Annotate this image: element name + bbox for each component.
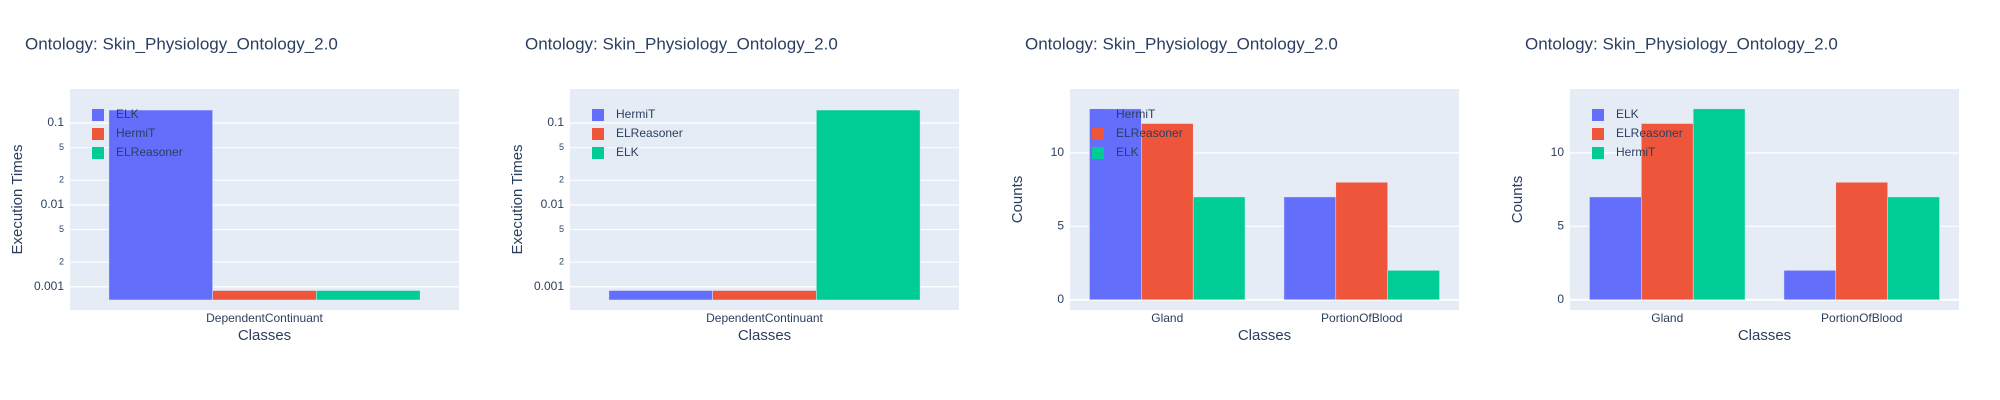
chart: Ontology: Skin_Physiology_Ontology_2.0 0 5… — [1009, 34, 1459, 344]
legend-label: ELK — [116, 107, 139, 121]
bar — [1589, 196, 1642, 300]
chart-title: Ontology: Skin_Physiology_Ontology_2.0 — [25, 34, 338, 53]
legend-label: HermiT — [616, 107, 656, 121]
legend-label: HermiT — [1116, 107, 1156, 121]
y-axis-label: Counts — [1009, 176, 1026, 224]
legend-label: ELK — [1616, 107, 1639, 121]
legend-label: ELReasoner — [1116, 126, 1183, 140]
legend-swatch — [1092, 147, 1104, 159]
chart: Ontology: Skin_Physiology_Ontology_2.0 0.… — [509, 34, 959, 344]
legend-swatch — [1092, 128, 1104, 140]
y-tick-label: 5 — [59, 142, 64, 152]
bar — [108, 109, 213, 301]
y-tick-label: 2 — [59, 175, 64, 185]
bar — [316, 290, 421, 301]
x-axis-label: Classes — [738, 327, 791, 344]
bar — [212, 290, 317, 301]
legend-swatch — [92, 109, 104, 121]
legend-label: ELK — [616, 145, 639, 159]
y-tick-label: 0.001 — [534, 279, 564, 293]
chart-title: Ontology: Skin_Physiology_Ontology_2.0 — [1525, 34, 1838, 53]
x-tick-label: Gland — [1651, 311, 1683, 325]
y-tick-label: 2 — [59, 256, 64, 266]
legend-swatch — [92, 147, 104, 159]
bar — [1089, 108, 1142, 300]
legend-swatch — [92, 128, 104, 140]
legend-label: HermiT — [1616, 145, 1656, 159]
x-axis-label: Classes — [238, 327, 291, 344]
bar — [1192, 196, 1246, 300]
chart: Ontology: Skin_Physiology_Ontology_2.0 0.… — [9, 34, 459, 344]
y-tick-label: 0 — [1557, 292, 1564, 306]
bar — [1692, 108, 1746, 300]
legend-swatch — [1592, 109, 1604, 121]
bar — [1141, 123, 1194, 300]
bar — [1387, 270, 1440, 300]
y-tick-label: 0.001 — [34, 279, 64, 293]
y-tick-label: 2 — [559, 175, 564, 185]
y-tick-label: 0.1 — [47, 115, 64, 129]
legend-swatch — [1592, 147, 1604, 159]
y-tick-label: 0.01 — [541, 197, 565, 211]
y-axis-label: Counts — [1509, 176, 1526, 224]
x-tick-label: DependentContinuant — [706, 311, 823, 325]
y-tick-label: 0 — [1057, 292, 1064, 306]
y-tick-label: 0.01 — [41, 197, 65, 211]
y-axis-label: Execution Times — [509, 144, 526, 254]
legend-swatch — [592, 109, 604, 121]
y-tick-label: 5 — [559, 142, 564, 152]
bar — [1783, 270, 1837, 300]
y-tick-label: 5 — [559, 224, 564, 234]
x-tick-label: PortionOfBlood — [1321, 311, 1402, 325]
legend-swatch — [592, 147, 604, 159]
bar — [1335, 181, 1388, 300]
x-axis-label: Classes — [1238, 327, 1291, 344]
chart: Ontology: Skin_Physiology_Ontology_2.0 0 5… — [1509, 34, 1959, 344]
y-tick-label: 5 — [59, 224, 64, 234]
legend-swatch — [1592, 128, 1604, 140]
chart-title: Ontology: Skin_Physiology_Ontology_2.0 — [525, 34, 838, 53]
x-tick-label: PortionOfBlood — [1821, 311, 1902, 325]
y-axis-label: Execution Times — [9, 144, 26, 254]
legend-label: HermiT — [116, 126, 156, 140]
x-axis-label: Classes — [1738, 327, 1791, 344]
bar — [712, 290, 817, 301]
y-tick-label: 0.1 — [547, 115, 564, 129]
bar — [1641, 123, 1694, 300]
bar — [608, 290, 713, 301]
y-tick-label: 10 — [1551, 145, 1565, 159]
x-tick-label: Gland — [1151, 311, 1183, 325]
bar — [1283, 196, 1337, 300]
legend-label: ELK — [1116, 145, 1139, 159]
y-tick-label: 10 — [1051, 145, 1065, 159]
legend-swatch — [592, 128, 604, 140]
legend-label: ELReasoner — [616, 126, 683, 140]
legend-label: ELReasoner — [116, 145, 183, 159]
legend-label: ELReasoner — [1616, 126, 1683, 140]
y-tick-label: 5 — [1057, 218, 1064, 232]
bar — [816, 109, 921, 301]
y-tick-label: 5 — [1557, 218, 1564, 232]
x-tick-label: DependentContinuant — [206, 311, 323, 325]
bar — [1887, 196, 1940, 300]
y-tick-label: 2 — [559, 256, 564, 266]
bar — [1835, 181, 1888, 300]
chart-title: Ontology: Skin_Physiology_Ontology_2.0 — [1025, 34, 1338, 53]
legend-swatch — [1092, 109, 1104, 121]
